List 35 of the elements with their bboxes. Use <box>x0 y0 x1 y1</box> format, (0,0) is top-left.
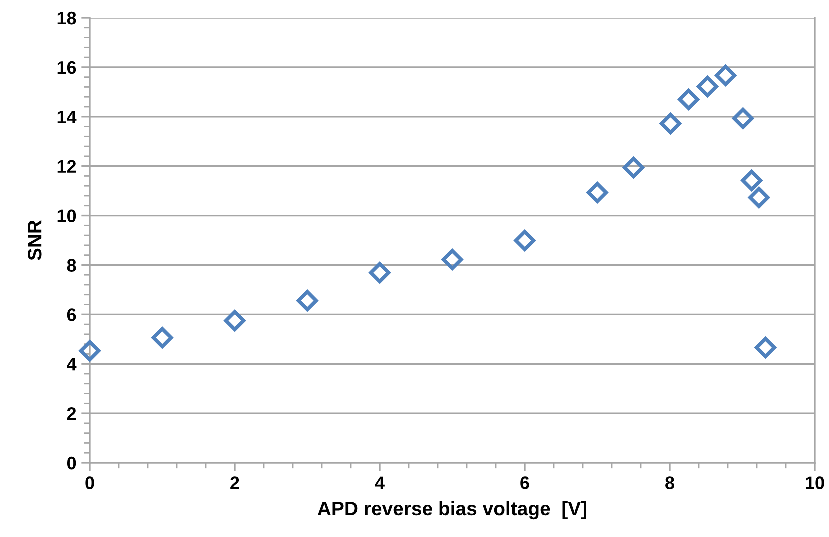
x-axis-title: APD reverse bias voltage [V] <box>318 501 586 520</box>
y-tick-label: 4 <box>67 358 77 371</box>
point <box>741 170 763 192</box>
point <box>224 310 246 332</box>
x-tick-label: 8 <box>666 476 674 490</box>
point <box>79 340 101 362</box>
x-tick-label: 0 <box>86 476 94 490</box>
y-tick-label: 12 <box>58 160 76 173</box>
point <box>678 88 700 110</box>
point <box>369 262 391 284</box>
x-tick-label: 2 <box>230 476 240 490</box>
y-axis-title: SNR <box>28 220 42 260</box>
point <box>697 76 718 98</box>
point <box>586 182 608 204</box>
point <box>715 64 736 86</box>
y-tick-label: 16 <box>58 61 76 74</box>
x-tick-label: 6 <box>520 476 530 490</box>
y-tick-label: 6 <box>67 308 76 322</box>
point <box>623 157 644 178</box>
y-tick-label: 10 <box>58 210 76 222</box>
point <box>755 337 776 358</box>
y-tick-label: 18 <box>58 12 76 25</box>
point <box>296 290 318 312</box>
point <box>748 187 770 208</box>
y-tick-label: 0 <box>67 456 76 470</box>
point <box>442 249 464 270</box>
y-tick-label: 2 <box>67 407 76 420</box>
y-tick-label: 8 <box>67 259 76 272</box>
point <box>152 327 174 349</box>
x-tick-label: 10 <box>806 476 824 490</box>
point <box>732 108 754 130</box>
x-tick-label: 4 <box>375 476 385 490</box>
point <box>514 230 536 252</box>
point <box>660 113 682 134</box>
y-tick-label: 14 <box>58 111 77 124</box>
